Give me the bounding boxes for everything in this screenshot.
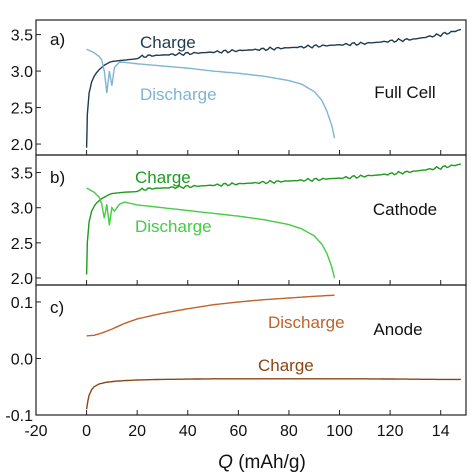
series-label-charge: Charge (140, 33, 196, 52)
series-line-discharge (86, 294, 335, 337)
panel-frame (35, 154, 467, 286)
y-tick-label: 2.5 (11, 101, 33, 118)
x-axis-label-unit: (mAh/g) (233, 452, 306, 473)
x-tick-label: -20 (24, 423, 47, 440)
series-label-discharge: Discharge (135, 217, 212, 236)
x-tick-label: 100 (326, 423, 353, 440)
x-axis-label: Q (mAh/g) (218, 452, 306, 473)
panel-label: c) (50, 298, 64, 317)
x-axis-label-quantity: Q (218, 452, 233, 473)
panel-3: -0.1 0.0 0.1 Discharge Charge c) Anode (5, 284, 467, 425)
y-tick-label: 2.0 (11, 271, 33, 288)
series-line-charge (85, 378, 461, 410)
panel-1: 2.0 2.5 3.0 3.5 Charge Discharge a) Full Cell (11, 19, 467, 156)
series-label-charge: Charge (258, 356, 314, 375)
y-tick-label: 3.0 (11, 64, 33, 81)
panel-annotation: Full Cell (374, 83, 435, 102)
series-label-discharge: Discharge (140, 85, 217, 104)
y-tick-label: 2.0 (11, 137, 33, 154)
x-tick-label: 60 (229, 423, 247, 440)
series-label-discharge: Discharge (268, 313, 345, 332)
panel-annotation: Anode (373, 320, 422, 339)
series-line-charge (85, 28, 462, 148)
y-tick-label: -0.1 (5, 408, 33, 425)
x-axis: -20 0 20 40 60 80 100 120 14 (24, 423, 449, 440)
panel-annotation: Cathode (373, 200, 437, 219)
series-line-discharge (86, 48, 336, 139)
x-tick-label: 14 (432, 423, 450, 440)
panel-label: b) (50, 168, 65, 187)
panel-frame (35, 284, 467, 416)
series-line-discharge (86, 187, 336, 279)
y-tick-label: 2.5 (11, 236, 33, 253)
y-tick-label: 3.0 (11, 201, 33, 218)
y-tick-label: 3.5 (11, 28, 33, 45)
y-tick-label: 0.1 (11, 295, 33, 312)
y-tick-label: 3.5 (11, 166, 33, 183)
y-tick-label: 0.0 (11, 351, 33, 368)
x-tick-label: 120 (377, 423, 404, 440)
panel-2: 2.0 2.5 3.0 3.5 Charge Discharge b) Cathode (11, 154, 467, 288)
x-tick-label: 80 (280, 423, 298, 440)
x-tick-label: 40 (179, 423, 197, 440)
series-line-charge (85, 163, 462, 275)
x-tick-label: 0 (82, 423, 91, 440)
panel-label: a) (50, 30, 65, 49)
x-tick-label: 20 (128, 423, 146, 440)
series-label-charge: Charge (135, 168, 191, 187)
